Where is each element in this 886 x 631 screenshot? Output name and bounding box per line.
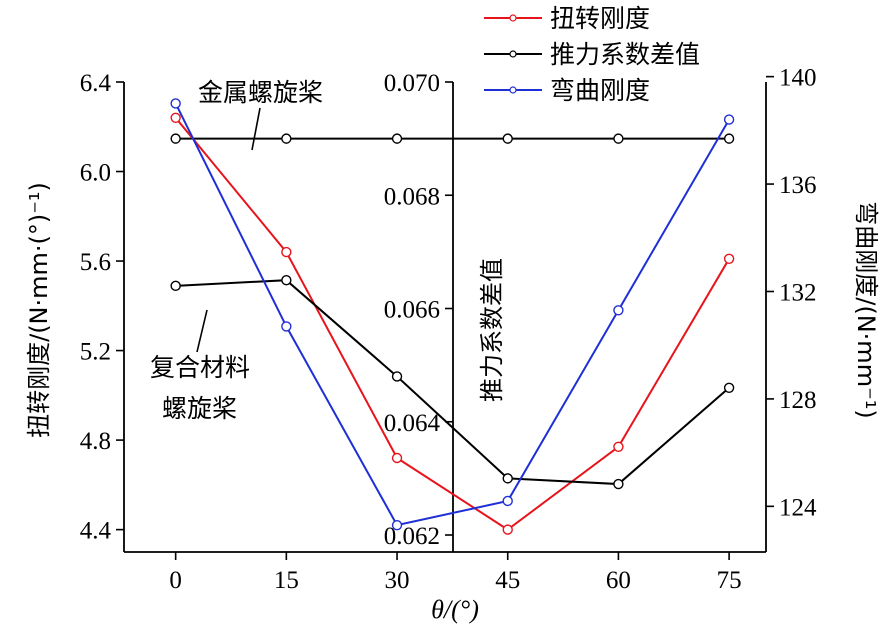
legend-label: 弯曲刚度 — [550, 76, 650, 105]
data-point — [502, 473, 513, 484]
legend-label: 扭转刚度 — [550, 4, 650, 33]
left-tick-label: 4.8 — [80, 428, 111, 455]
legend-label: 推力系数差值 — [550, 40, 700, 69]
right-tick-label: 124 — [779, 494, 817, 521]
middle-axis-label: 推力系数差值 — [478, 258, 506, 402]
reference-point — [170, 133, 181, 144]
series-lines — [174, 103, 730, 531]
data-point — [613, 478, 624, 490]
composite-annotation-line2: 螺旋桨 — [162, 394, 237, 423]
data-point — [502, 495, 513, 507]
right-tick-label: 140 — [779, 65, 817, 92]
metal-annotation: 金属螺旋桨 — [198, 78, 323, 107]
left-tick-label: 5.6 — [80, 249, 111, 276]
middle-tick-label: 0.064 — [384, 410, 441, 437]
data-point — [281, 246, 292, 258]
series-line — [174, 103, 730, 527]
data-point — [281, 274, 292, 286]
reference-point — [391, 133, 403, 144]
right-tick-label: 136 — [779, 172, 817, 199]
reference-point — [281, 133, 292, 144]
x-tick-label: 0 — [169, 567, 182, 594]
reference-point — [613, 133, 624, 144]
legend-swatch-marker — [509, 14, 517, 22]
data-point — [391, 452, 403, 464]
x-tick-label: 75 — [717, 567, 742, 594]
data-point — [391, 371, 403, 382]
axis-labels: 扭转刚度/(N·mm·(°)⁻¹) 推力系数差值 弯曲刚度/(N·mm⁻¹) θ… — [25, 182, 880, 624]
data-point — [613, 305, 624, 316]
x-tick-label: 45 — [495, 567, 520, 594]
reference-point — [723, 133, 735, 144]
data-point — [723, 114, 735, 125]
right-axis-label: 弯曲刚度/(N·mm⁻¹) — [852, 201, 880, 418]
data-point — [170, 112, 181, 124]
right-tick-label: 128 — [779, 387, 817, 414]
left-axis-label: 扭转刚度/(N·mm·(°)⁻¹) — [25, 182, 53, 438]
annotations: 金属螺旋桨 复合材料 螺旋桨 — [150, 78, 323, 423]
ticks: 0 15 30 45 60 75 4.4 4.8 5.2 5.6 6.0 6.4 0.062 0.064 0… — [80, 65, 817, 594]
left-tick-label: 5.2 — [80, 339, 111, 366]
composite-leader — [196, 309, 208, 353]
reference-point — [502, 133, 513, 144]
x-tick-label: 15 — [274, 567, 299, 594]
middle-tick-label: 0.066 — [384, 297, 440, 324]
x-axis-label: θ/(°) — [431, 595, 479, 624]
series-points — [170, 98, 735, 535]
x-tick-label: 60 — [606, 567, 631, 594]
legend-swatch-marker — [509, 50, 517, 58]
axes — [123, 82, 767, 553]
series-line — [175, 279, 730, 486]
left-tick-label: 6.0 — [80, 160, 111, 187]
left-tick-label: 4.4 — [80, 518, 112, 545]
data-point — [170, 98, 181, 109]
left-tick-label: 6.4 — [80, 70, 112, 97]
middle-tick-label: 0.068 — [384, 183, 440, 210]
data-point — [170, 280, 181, 292]
data-point — [391, 519, 403, 531]
data-point — [613, 441, 624, 453]
middle-tick-label: 0.070 — [384, 70, 440, 97]
data-point — [281, 321, 292, 332]
composite-annotation-line1: 复合材料 — [150, 353, 250, 382]
data-point — [502, 524, 513, 535]
data-point — [723, 253, 735, 265]
data-point — [723, 382, 735, 393]
legend-swatch-marker — [509, 86, 517, 94]
right-tick-label: 132 — [779, 279, 817, 306]
x-tick-label: 30 — [385, 567, 410, 594]
metal-leader — [251, 107, 261, 151]
series-line — [174, 117, 730, 531]
middle-tick-label: 0.062 — [384, 523, 440, 550]
